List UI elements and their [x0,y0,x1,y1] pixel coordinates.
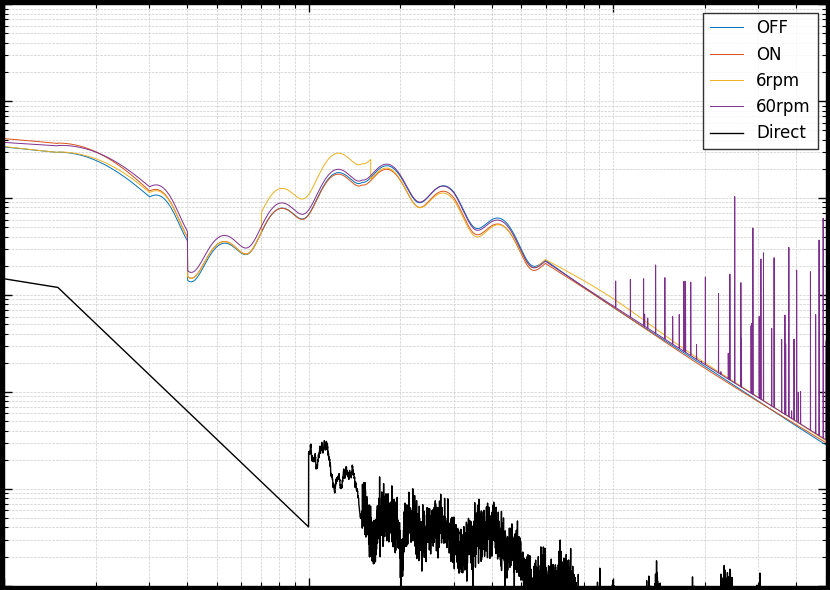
OFF [521,255,531,263]
Direct [521,578,531,585]
Direct [486,513,496,520]
Direct [0,276,9,283]
6rpm [652,326,662,333]
ON [296,216,306,223]
Legend: OFF, ON, 6rpm, 60rpm, Direct: OFF, ON, 6rpm, 60rpm, Direct [703,12,818,149]
6rpm [0,143,9,150]
ON [652,333,662,340]
60rpm [521,257,531,264]
ON [608,304,618,311]
Direct [608,588,618,590]
Direct [296,517,306,524]
Direct [652,569,662,576]
6rpm [486,225,496,232]
OFF [0,143,9,150]
ON [486,223,496,230]
6rpm [521,258,531,265]
Line: Direct: Direct [4,279,826,590]
60rpm [296,211,306,218]
Direct [41,282,51,289]
6rpm [41,148,51,155]
ON [0,135,9,142]
Line: OFF: OFF [4,147,826,445]
60rpm [821,337,830,345]
60rpm [821,436,830,443]
Line: 6rpm: 6rpm [4,146,826,441]
6rpm [821,437,830,444]
Line: 60rpm: 60rpm [4,142,826,440]
ON [821,439,830,446]
6rpm [296,195,306,202]
60rpm [486,219,496,226]
OFF [486,217,496,224]
OFF [41,148,51,155]
60rpm [41,142,51,149]
Line: ON: ON [4,139,826,442]
OFF [652,332,662,339]
6rpm [608,295,618,302]
60rpm [0,139,9,146]
OFF [608,304,618,311]
60rpm [608,303,618,310]
OFF [296,215,306,222]
OFF [821,441,830,448]
ON [521,260,531,267]
60rpm [652,330,662,337]
ON [41,139,51,146]
